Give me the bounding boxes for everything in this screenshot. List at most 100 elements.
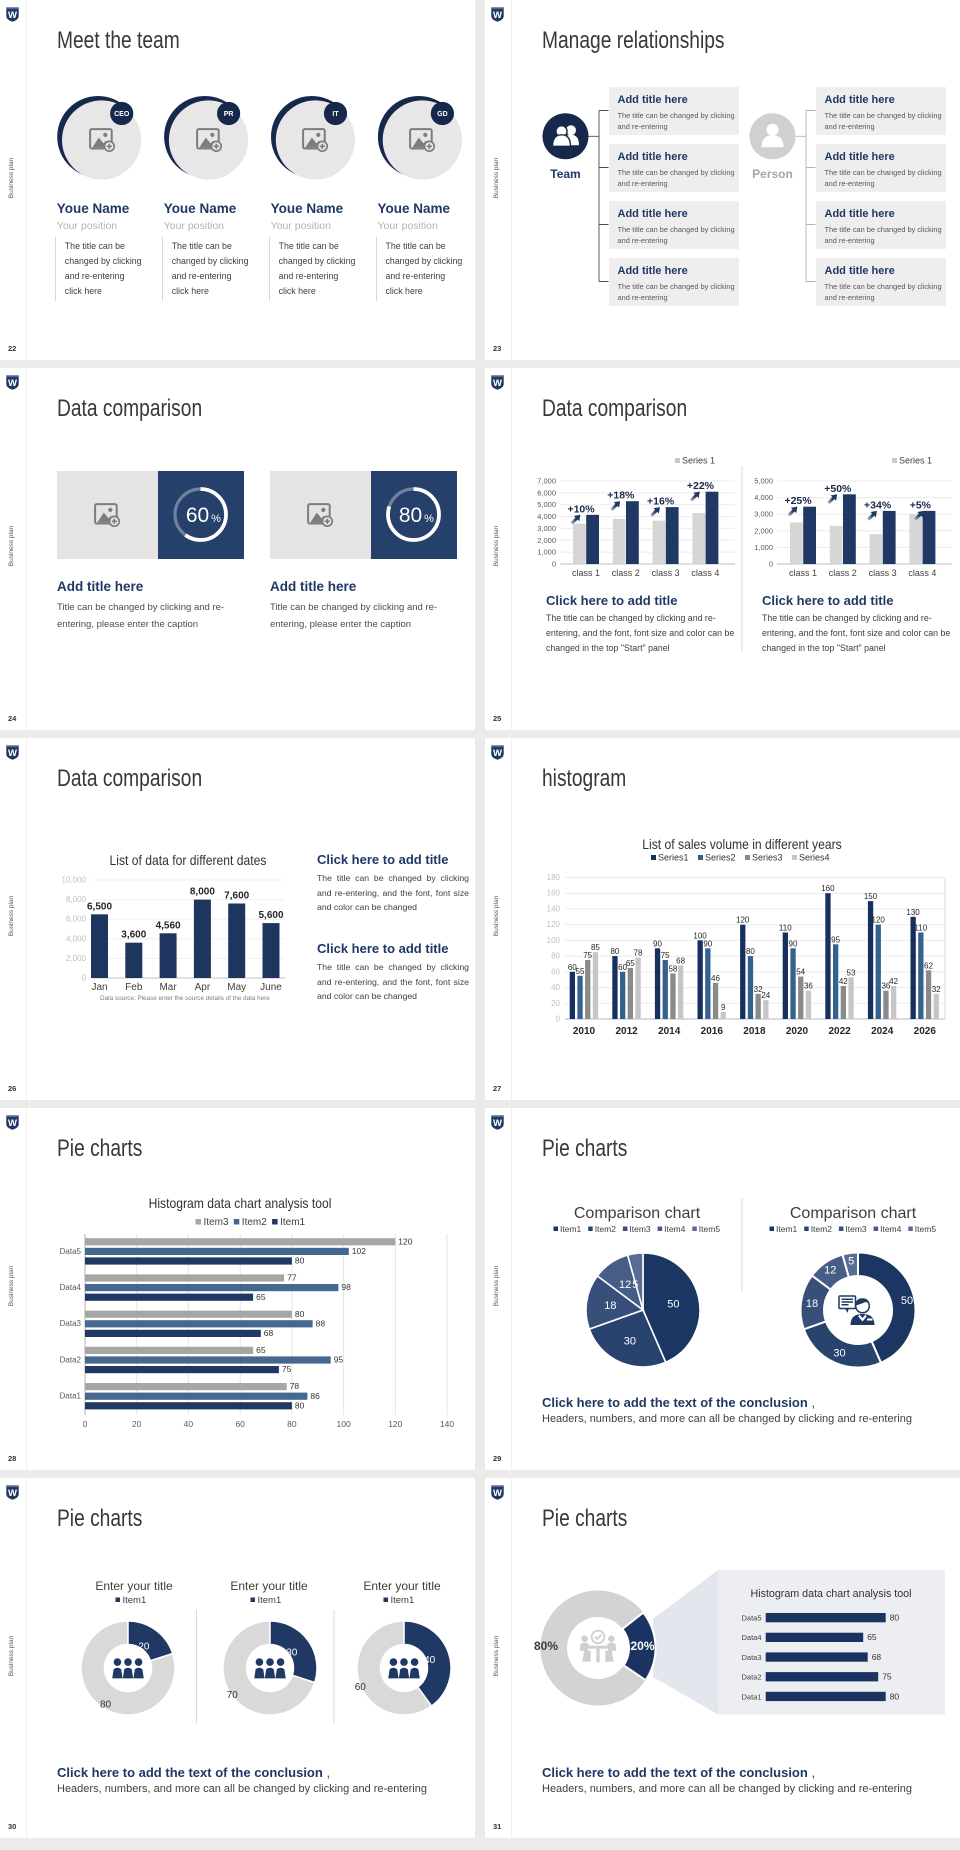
svg-text:Comparison chart: Comparison chart <box>790 1205 917 1222</box>
svg-text:55: 55 <box>576 967 585 976</box>
svg-text:4,000: 4,000 <box>66 934 87 943</box>
svg-text:90: 90 <box>653 939 662 948</box>
svg-text:Series 1: Series 1 <box>899 456 932 466</box>
svg-text:4,000: 4,000 <box>537 512 556 521</box>
svg-text:80: 80 <box>890 1613 900 1623</box>
svg-text:78: 78 <box>634 949 643 958</box>
svg-text:6,500: 6,500 <box>87 901 112 912</box>
svg-text:2018: 2018 <box>743 1026 766 1037</box>
svg-text:160: 160 <box>547 889 561 898</box>
svg-text:2020: 2020 <box>786 1026 809 1037</box>
svg-text:7,600: 7,600 <box>224 891 249 902</box>
svg-text:40: 40 <box>551 983 560 992</box>
svg-text:0: 0 <box>552 560 556 569</box>
svg-text:18: 18 <box>604 1300 616 1312</box>
svg-text:100: 100 <box>547 936 561 945</box>
svg-text:GD: GD <box>437 111 448 118</box>
svg-text:June: June <box>260 982 282 993</box>
svg-text:Item4: Item4 <box>664 1224 686 1234</box>
svg-text:W: W <box>8 10 17 21</box>
svg-text:7,000: 7,000 <box>537 477 556 486</box>
svg-text:100: 100 <box>337 1419 351 1429</box>
svg-text:2022: 2022 <box>828 1026 851 1037</box>
svg-text:Data2: Data2 <box>60 1355 82 1364</box>
svg-text:90: 90 <box>789 939 798 948</box>
svg-text:0: 0 <box>556 1015 561 1024</box>
svg-text:class 3: class 3 <box>652 568 680 578</box>
svg-text:PR: PR <box>224 111 234 118</box>
svg-text:80: 80 <box>551 952 560 961</box>
svg-text:30: 30 <box>286 1648 298 1659</box>
svg-text:60: 60 <box>235 1419 245 1429</box>
svg-text:Item3: Item3 <box>204 1217 229 1228</box>
svg-text:+16%: +16% <box>647 496 675 508</box>
svg-text:150: 150 <box>864 892 878 901</box>
svg-text:75: 75 <box>583 951 592 960</box>
svg-text:5,000: 5,000 <box>754 477 773 486</box>
svg-text:+50%: +50% <box>824 483 852 495</box>
svg-text:80: 80 <box>610 947 619 956</box>
svg-text:24: 24 <box>761 991 770 1000</box>
svg-text:5,000: 5,000 <box>537 500 556 509</box>
svg-text:70: 70 <box>227 1690 239 1701</box>
svg-text:+10%: +10% <box>567 503 595 515</box>
svg-text:W: W <box>493 1118 502 1129</box>
svg-text:75: 75 <box>661 951 670 960</box>
svg-text:102: 102 <box>352 1246 366 1256</box>
svg-text:8,000: 8,000 <box>190 887 215 898</box>
svg-text:12: 12 <box>824 1265 836 1277</box>
svg-text:class 2: class 2 <box>612 568 640 578</box>
svg-text:5: 5 <box>848 1256 854 1268</box>
svg-text:46: 46 <box>711 974 720 983</box>
svg-text:Data5: Data5 <box>60 1247 82 1256</box>
svg-text:W: W <box>493 10 502 21</box>
svg-text:68: 68 <box>264 1328 274 1338</box>
svg-text:class 2: class 2 <box>829 568 857 578</box>
svg-text:Data5: Data5 <box>741 1614 761 1623</box>
svg-text:class 1: class 1 <box>789 568 817 578</box>
svg-text:+5%: +5% <box>910 499 932 511</box>
svg-text:120: 120 <box>398 1236 412 1246</box>
svg-text:60: 60 <box>618 963 627 972</box>
svg-text:class 1: class 1 <box>572 568 600 578</box>
svg-text:50: 50 <box>667 1299 679 1311</box>
svg-text:80: 80 <box>746 947 755 956</box>
svg-text:42: 42 <box>839 977 848 986</box>
svg-text:Item1: Item1 <box>280 1217 305 1228</box>
svg-text:75: 75 <box>882 1672 892 1682</box>
svg-text:+25%: +25% <box>784 495 812 507</box>
svg-text:77: 77 <box>287 1273 297 1283</box>
svg-text:98: 98 <box>341 1282 351 1292</box>
svg-text:class 4: class 4 <box>908 568 936 578</box>
svg-text:W: W <box>493 1488 502 1499</box>
svg-text:53: 53 <box>847 968 856 977</box>
svg-text:60: 60 <box>355 1682 367 1693</box>
svg-text:120: 120 <box>872 916 886 925</box>
svg-text:2016: 2016 <box>701 1026 724 1037</box>
svg-text:0: 0 <box>82 974 87 983</box>
svg-text:65: 65 <box>256 1292 266 1302</box>
svg-text:75: 75 <box>282 1364 292 1374</box>
svg-text:May: May <box>227 982 246 993</box>
svg-text:95: 95 <box>334 1355 344 1365</box>
svg-text:2024: 2024 <box>871 1026 894 1037</box>
svg-text:%: % <box>211 513 221 525</box>
svg-text:20: 20 <box>132 1419 142 1429</box>
svg-text:IT: IT <box>332 111 339 118</box>
svg-text:Data3: Data3 <box>60 1319 82 1328</box>
svg-text:+34%: +34% <box>864 499 892 511</box>
svg-text:2012: 2012 <box>615 1026 638 1037</box>
svg-text:3,600: 3,600 <box>121 930 146 941</box>
svg-text:Item4: Item4 <box>880 1224 902 1234</box>
svg-text:62: 62 <box>924 961 933 970</box>
svg-text:Item1: Item1 <box>391 1595 415 1606</box>
svg-text:40: 40 <box>424 1655 436 1666</box>
svg-text:40: 40 <box>184 1419 194 1429</box>
svg-text:4,000: 4,000 <box>754 493 773 502</box>
svg-text:68: 68 <box>872 1652 882 1662</box>
svg-text:80: 80 <box>295 1256 305 1266</box>
svg-text:68: 68 <box>676 957 685 966</box>
svg-text:Enter your title: Enter your title <box>230 1579 308 1593</box>
svg-text:86: 86 <box>310 1391 320 1401</box>
svg-text:12: 12 <box>619 1279 631 1291</box>
